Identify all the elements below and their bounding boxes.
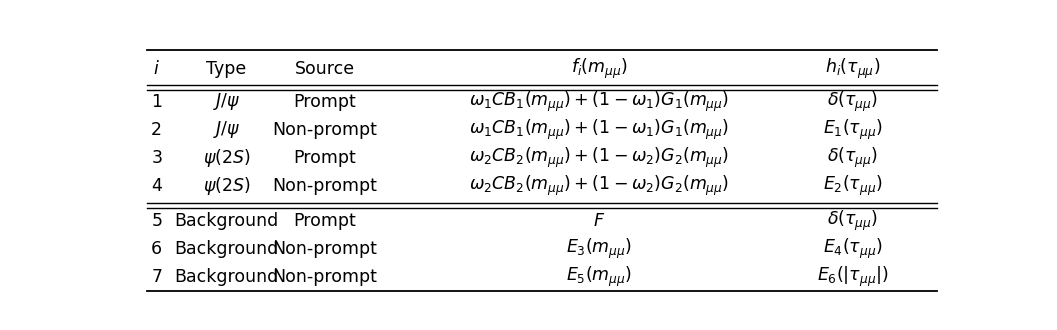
Text: $E_1(\tau_{\mu\mu})$: $E_1(\tau_{\mu\mu})$	[823, 118, 883, 142]
Text: $J/\psi$: $J/\psi$	[212, 91, 240, 112]
Text: Non-prompt: Non-prompt	[273, 268, 377, 286]
Text: $\omega_1 CB_1(m_{\mu\mu}) + (1 - \omega_1)G_1(m_{\mu\mu})$: $\omega_1 CB_1(m_{\mu\mu}) + (1 - \omega…	[469, 90, 729, 114]
Text: Prompt: Prompt	[293, 212, 356, 230]
Text: $h_i(\tau_{\mu\mu})$: $h_i(\tau_{\mu\mu})$	[826, 57, 880, 81]
Text: $E_6(|\tau_{\mu\mu}|)$: $E_6(|\tau_{\mu\mu}|)$	[817, 265, 889, 289]
Text: $\omega_2 CB_2(m_{\mu\mu}) + (1 - \omega_2)G_2(m_{\mu\mu})$: $\omega_2 CB_2(m_{\mu\mu}) + (1 - \omega…	[469, 146, 729, 170]
Text: Non-prompt: Non-prompt	[273, 177, 377, 195]
Text: $E_3(m_{\mu\mu})$: $E_3(m_{\mu\mu})$	[565, 237, 632, 261]
Text: Type: Type	[206, 60, 246, 78]
Text: $i$: $i$	[153, 60, 160, 78]
Text: $J/\psi$: $J/\psi$	[212, 119, 240, 140]
Text: Background: Background	[174, 240, 278, 258]
Text: $E_4(\tau_{\mu\mu})$: $E_4(\tau_{\mu\mu})$	[823, 237, 883, 261]
Text: $F$: $F$	[593, 212, 606, 230]
Text: Background: Background	[174, 212, 278, 230]
Text: Non-prompt: Non-prompt	[273, 240, 377, 258]
Text: Prompt: Prompt	[293, 93, 356, 111]
Text: 7: 7	[151, 268, 162, 286]
Text: 4: 4	[151, 177, 162, 195]
Text: $\delta(\tau_{\mu\mu})$: $\delta(\tau_{\mu\mu})$	[828, 146, 878, 170]
Text: 5: 5	[151, 212, 162, 230]
Text: $\omega_1 CB_1(m_{\mu\mu}) + (1 - \omega_1)G_1(m_{\mu\mu})$: $\omega_1 CB_1(m_{\mu\mu}) + (1 - \omega…	[469, 118, 729, 142]
Text: Prompt: Prompt	[293, 149, 356, 167]
Text: $\delta(\tau_{\mu\mu})$: $\delta(\tau_{\mu\mu})$	[828, 90, 878, 114]
Text: $f_i(m_{\mu\mu})$: $f_i(m_{\mu\mu})$	[571, 57, 628, 81]
Text: 2: 2	[151, 121, 162, 139]
Text: 6: 6	[151, 240, 163, 258]
Text: $\psi(2S)$: $\psi(2S)$	[203, 147, 251, 169]
Text: $\psi(2S)$: $\psi(2S)$	[203, 175, 251, 197]
Text: Source: Source	[295, 60, 355, 78]
Text: Background: Background	[174, 268, 278, 286]
Text: 1: 1	[151, 93, 162, 111]
Text: 3: 3	[151, 149, 162, 167]
Text: $E_2(\tau_{\mu\mu})$: $E_2(\tau_{\mu\mu})$	[823, 174, 883, 198]
Text: $E_5(m_{\mu\mu})$: $E_5(m_{\mu\mu})$	[565, 265, 632, 289]
Text: $\omega_2 CB_2(m_{\mu\mu}) + (1 - \omega_2)G_2(m_{\mu\mu})$: $\omega_2 CB_2(m_{\mu\mu}) + (1 - \omega…	[469, 174, 729, 198]
Text: Non-prompt: Non-prompt	[273, 121, 377, 139]
Text: $\delta(\tau_{\mu\mu})$: $\delta(\tau_{\mu\mu})$	[828, 209, 878, 233]
